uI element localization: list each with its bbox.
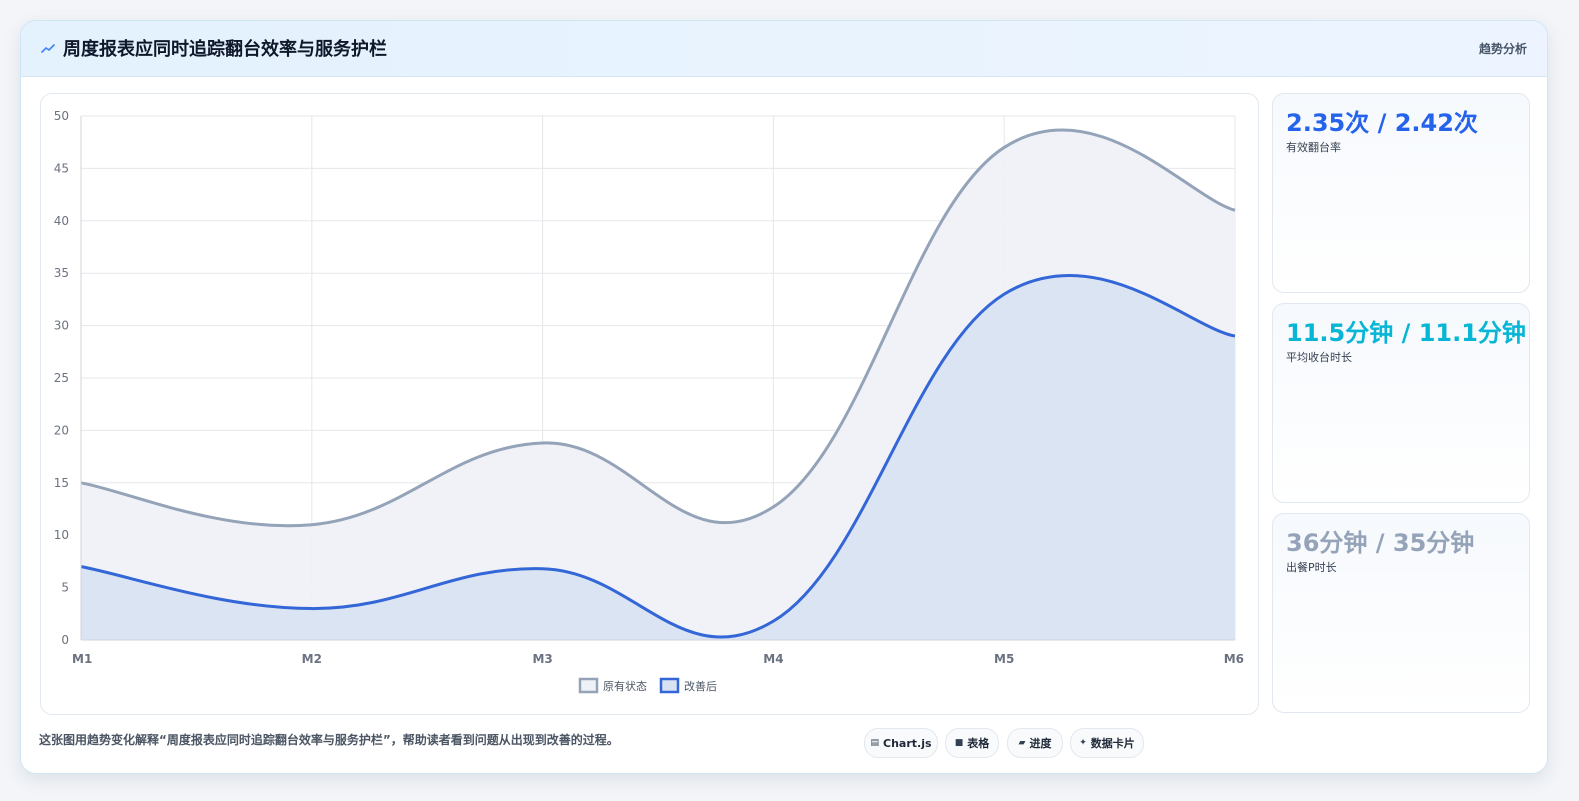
y-tick-label: 35 — [54, 266, 69, 280]
chip-table[interactable]: ■ 表格 — [945, 728, 999, 758]
y-tick-label: 10 — [54, 528, 69, 542]
trend-icon — [41, 44, 55, 53]
x-tick-label: M1 — [72, 652, 92, 666]
x-tick-label: M3 — [532, 652, 552, 666]
y-tick-label: 45 — [54, 161, 69, 175]
chip-data-card[interactable]: ✦ 数据卡片 — [1070, 728, 1144, 758]
legend-label: 改善后 — [684, 679, 717, 693]
stat-label: 出餐P时长 — [1286, 561, 1337, 574]
stat-card-turnover: 2.35次 / 2.42次 有效翻台率 — [1272, 93, 1530, 293]
chip-progress[interactable]: ▰ 进度 — [1007, 728, 1063, 758]
y-tick-label: 5 — [61, 581, 69, 595]
x-tick-label: M5 — [994, 652, 1014, 666]
y-tick-label: 30 — [54, 319, 69, 333]
chip-label: 进度 — [1029, 737, 1052, 750]
chart-panel: 0 5 10 15 20 25 30 35 40 45 50 M1 M2 M3 M4 M5 M6 原有状态 改善后 — [40, 93, 1259, 715]
table-icon: ■ — [954, 738, 964, 748]
stat-card-serving-time: 36分钟 / 35分钟 出餐P时长 — [1272, 513, 1530, 713]
page-title: 周度报表应同时追踪翻台效率与服务护栏 — [63, 39, 387, 60]
stat-card-clearing-time: 11.5分钟 / 11.1分钟 平均收台时长 — [1272, 303, 1530, 503]
x-tick-label: M2 — [302, 652, 322, 666]
trend-analysis-tag: 趋势分析 — [1478, 42, 1527, 56]
card-header: 周度报表应同时追踪翻台效率与服务护栏 趋势分析 — [21, 21, 1547, 77]
legend-swatch — [578, 677, 599, 694]
y-tick-label: 25 — [54, 371, 69, 385]
legend-label: 原有状态 — [603, 679, 647, 693]
stat-value: 36分钟 / 35分钟 — [1286, 529, 1475, 557]
stat-label: 平均收台时长 — [1286, 351, 1352, 364]
stat-value: 11.5分钟 / 11.1分钟 — [1286, 319, 1526, 347]
stat-label: 有效翻台率 — [1286, 141, 1341, 154]
progress-icon: ▰ — [1018, 738, 1026, 748]
card-icon: ✦ — [1079, 738, 1087, 748]
series-area-1 — [81, 275, 1235, 640]
stat-value: 2.35次 / 2.42次 — [1286, 109, 1478, 137]
chip-label: 数据卡片 — [1090, 737, 1135, 750]
area-chart: 0 5 10 15 20 25 30 35 40 45 50 M1 M2 M3 M4 M5 M6 原有状态 改善后 — [54, 109, 1244, 694]
chip-chartjs[interactable]: ▤ Chart.js — [864, 728, 938, 758]
chip-label: Chart.js — [883, 736, 932, 750]
y-tick-label: 20 — [54, 423, 69, 437]
legend-swatch — [659, 677, 680, 694]
y-tick-label: 50 — [54, 109, 69, 123]
chart-icon: ▤ — [870, 738, 879, 748]
y-tick-label: 40 — [54, 214, 69, 228]
x-tick-label: M6 — [1224, 652, 1244, 666]
y-tick-label: 0 — [61, 633, 69, 647]
y-tick-label: 15 — [54, 476, 69, 490]
chip-label: 表格 — [967, 737, 990, 750]
series-line-1 — [80, 273, 1236, 639]
report-card: 周度报表应同时追踪翻台效率与服务护栏 趋势分析 0 5 10 15 20 25 30 35 40… — [20, 20, 1548, 774]
x-tick-label: M4 — [763, 652, 783, 666]
series-line-0 — [80, 128, 1236, 528]
chart-caption: 这张图用趋势变化解释“周度报表应同时追踪翻台效率与服务护栏”，帮助读者看到问题从… — [39, 733, 619, 747]
